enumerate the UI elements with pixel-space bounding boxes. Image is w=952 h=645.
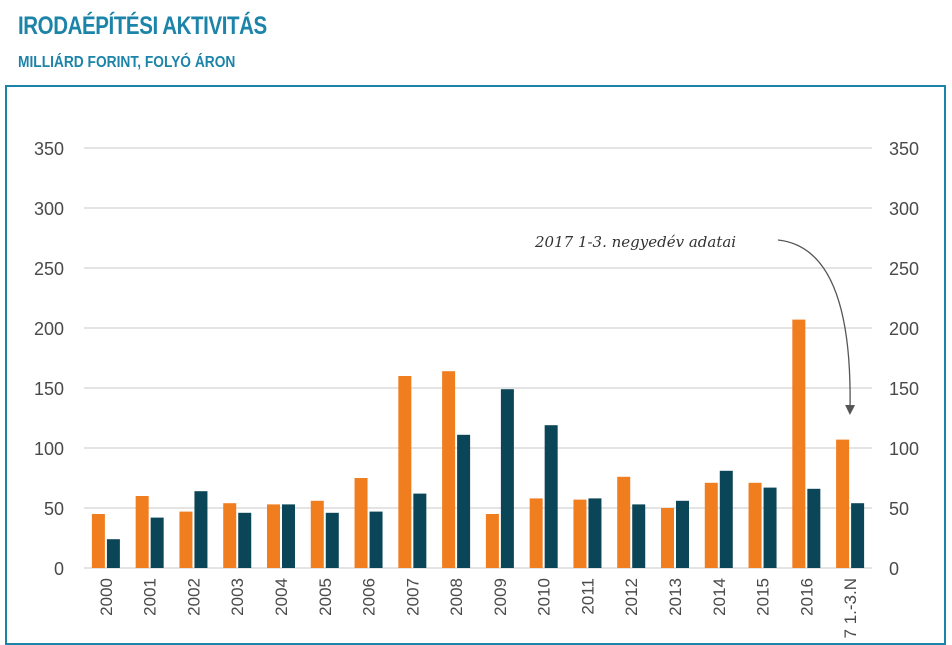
bar-dark-9 bbox=[500, 389, 514, 568]
bar-orange-8 bbox=[442, 371, 456, 568]
y-tick-label-right: 300 bbox=[889, 199, 919, 219]
chart-subtitle: MILLIÁRD FORINT, FOLYÓ ÁRON bbox=[18, 54, 236, 71]
x-tick-label: 2007 bbox=[403, 578, 422, 616]
x-axis: 2000 2001 2002 2003 2004 2005 2006 2007 2008 2009… bbox=[97, 578, 860, 638]
bar-orange-10 bbox=[529, 498, 543, 568]
bar-dark-3 bbox=[238, 512, 252, 568]
bar-orange-11 bbox=[573, 499, 587, 568]
y-tick-label-right: 0 bbox=[889, 559, 899, 579]
bar-orange-16 bbox=[792, 319, 806, 568]
y-tick-label-right: 100 bbox=[889, 439, 919, 459]
y-tick-label-right: 150 bbox=[889, 379, 919, 399]
bars bbox=[91, 319, 865, 568]
gridlines bbox=[84, 147, 872, 569]
bar-dark-14 bbox=[719, 470, 733, 568]
y-tick-label-left: 0 bbox=[54, 559, 64, 579]
x-tick-label: 2006 bbox=[360, 578, 379, 616]
x-tick-label: 2013 bbox=[666, 578, 685, 616]
y-tick-label-right: 350 bbox=[889, 139, 919, 159]
y-tick-label-right: 250 bbox=[889, 259, 919, 279]
chart-title: IRODAÉPÍTÉSI AKTIVITÁS bbox=[18, 12, 267, 40]
bar-orange-2 bbox=[179, 511, 193, 568]
x-tick-label: 2009 bbox=[491, 578, 510, 616]
x-tick-label: 2011 bbox=[578, 578, 597, 615]
x-tick-label: 2016 bbox=[797, 578, 816, 616]
bar-orange-3 bbox=[223, 503, 237, 568]
bar-orange-17 bbox=[836, 439, 850, 568]
bar-orange-1 bbox=[135, 496, 149, 568]
y-tick-label-left: 300 bbox=[34, 199, 64, 219]
bar-orange-13 bbox=[661, 508, 674, 568]
bar-orange-5 bbox=[310, 500, 324, 568]
x-tick-label: 2012 bbox=[622, 578, 641, 616]
x-tick-label: 2017 1.-3.N bbox=[841, 578, 860, 638]
x-tick-label: 2010 bbox=[535, 578, 554, 616]
annotation: 2017 1-3. negyedév adatai bbox=[534, 233, 856, 415]
bar-dark-8 bbox=[457, 434, 471, 568]
bar-dark-2 bbox=[194, 491, 208, 568]
bar-orange-12 bbox=[617, 476, 631, 568]
x-tick-label: 2015 bbox=[754, 578, 773, 616]
y-axis-right: 0 50 100 150 200 250 300 350 bbox=[889, 139, 919, 579]
bar-orange-0 bbox=[91, 514, 105, 568]
x-tick-label: 2014 bbox=[710, 578, 729, 616]
bar-dark-16 bbox=[807, 488, 821, 568]
bar-orange-4 bbox=[267, 504, 280, 568]
y-tick-label-right: 50 bbox=[889, 499, 909, 519]
bar-dark-6 bbox=[369, 511, 383, 568]
bar-dark-5 bbox=[325, 512, 339, 568]
y-tick-label-left: 150 bbox=[34, 379, 64, 399]
y-tick-label-left: 100 bbox=[34, 439, 64, 459]
bar-orange-15 bbox=[748, 482, 762, 568]
bar-dark-17 bbox=[851, 503, 865, 568]
x-tick-label: 2003 bbox=[228, 578, 247, 616]
annotation-arrow bbox=[777, 239, 856, 415]
bar-orange-14 bbox=[704, 482, 718, 568]
bar-dark-13 bbox=[676, 500, 689, 568]
bar-dark-10 bbox=[544, 425, 558, 568]
x-tick-label: 2002 bbox=[184, 578, 203, 616]
bar-dark-12 bbox=[632, 504, 646, 568]
bar-dark-11 bbox=[588, 498, 602, 568]
y-tick-label-left: 250 bbox=[34, 259, 64, 279]
bar-orange-9 bbox=[485, 514, 499, 568]
bar-dark-4 bbox=[282, 504, 295, 568]
y-axis-left: 0 50 100 150 200 250 300 350 bbox=[34, 139, 64, 579]
bar-dark-1 bbox=[150, 517, 164, 568]
y-tick-label-left: 200 bbox=[34, 319, 64, 339]
bar-orange-6 bbox=[354, 478, 368, 568]
bar-dark-7 bbox=[413, 493, 427, 568]
annotation-text: 2017 1-3. negyedév adatai bbox=[534, 233, 736, 251]
bar-dark-15 bbox=[763, 487, 777, 568]
y-tick-label-right: 200 bbox=[889, 319, 919, 339]
x-tick-label: 2005 bbox=[316, 578, 335, 616]
bar-orange-7 bbox=[398, 376, 412, 568]
y-tick-label-left: 350 bbox=[34, 139, 64, 159]
x-tick-label: 2004 bbox=[272, 578, 291, 616]
x-tick-label: 2001 bbox=[141, 578, 160, 616]
y-tick-label-left: 50 bbox=[44, 499, 64, 519]
bar-dark-0 bbox=[106, 539, 120, 568]
x-tick-label: 2000 bbox=[97, 578, 116, 616]
x-tick-label: 2008 bbox=[447, 578, 466, 616]
